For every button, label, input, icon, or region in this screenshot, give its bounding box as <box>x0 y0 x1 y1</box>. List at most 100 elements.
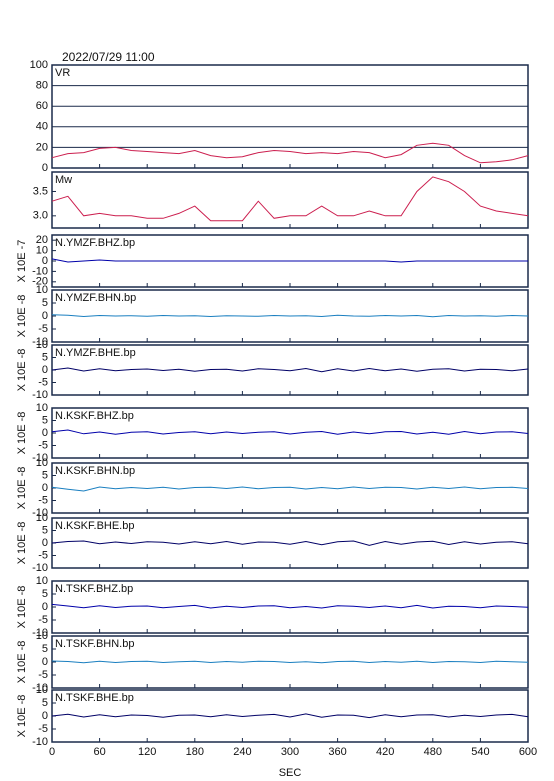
y-axis-label: X 10E -7 <box>16 240 28 283</box>
chart-title: 2022/07/29 11:00 <box>62 50 155 64</box>
y-tick-label: 5 <box>42 297 48 309</box>
series-line <box>51 660 529 664</box>
y-tick-label: 5 <box>42 469 48 481</box>
y-tick-label: -20 <box>32 276 48 288</box>
y-tick-label: 5 <box>42 588 48 600</box>
y-tick-label: 0 <box>42 601 48 613</box>
y-axis-label: X 10E -8 <box>16 412 28 455</box>
x-tick-label: 180 <box>186 746 204 758</box>
x-tick-label: 360 <box>328 746 346 758</box>
y-tick-label: 10 <box>36 575 48 587</box>
y-tick-label: -5 <box>38 549 48 561</box>
y-axis-label: X 10E -8 <box>16 522 28 565</box>
y-tick-label: 10 <box>36 630 48 642</box>
series-line <box>51 429 529 435</box>
panel-label: N.YMZF.BHN.bp <box>55 292 136 304</box>
y-tick-label: 0 <box>42 710 48 722</box>
y-tick-label: -5 <box>38 439 48 451</box>
y-tick-label: -10 <box>32 562 48 574</box>
y-tick-label: -5 <box>38 723 48 735</box>
y-tick-label: 3.5 <box>33 185 48 197</box>
y-tick-label: 10 <box>36 684 48 696</box>
y-axis-label: X 10E -8 <box>16 641 28 684</box>
y-tick-label: -10 <box>32 507 48 519</box>
y-axis-label: X 10E -8 <box>16 349 28 392</box>
series-line <box>51 258 528 263</box>
panel-label: N.KSKF.BHE.bp <box>55 520 134 532</box>
panel-label: N.KSKF.BHZ.bp <box>55 410 134 422</box>
series-line <box>51 603 529 609</box>
x-tick-label: 240 <box>233 746 251 758</box>
y-tick-label: -5 <box>38 323 48 335</box>
y-axis-label: X 10E -8 <box>16 295 28 338</box>
y-tick-label: -10 <box>32 452 48 464</box>
y-tick-label: 5 <box>42 524 48 536</box>
y-axis-label: X 10E -8 <box>16 467 28 510</box>
x-axis-label: SEC <box>279 767 302 779</box>
y-tick-label: 5 <box>42 414 48 426</box>
y-tick-label: 5 <box>42 643 48 655</box>
y-tick-label: 10 <box>36 402 48 414</box>
panel-frame <box>51 64 529 169</box>
x-tick-label: 420 <box>376 746 394 758</box>
y-tick-label: 10 <box>36 284 48 296</box>
y-tick-label: 0 <box>42 482 48 494</box>
y-tick-label: 0 <box>42 162 48 174</box>
x-tick-label: 540 <box>471 746 489 758</box>
y-axis-label: X 10E -8 <box>16 586 28 629</box>
y-tick-label: 0 <box>42 537 48 549</box>
y-tick-label: 5 <box>42 351 48 363</box>
y-tick-label: -10 <box>32 336 48 348</box>
y-tick-label: -10 <box>32 627 48 639</box>
y-tick-label: 0 <box>42 310 48 322</box>
panel-label: N.YMZF.BHZ.bp <box>55 237 135 249</box>
y-tick-label: 0 <box>42 255 48 267</box>
y-tick-label: -5 <box>38 376 48 388</box>
x-tick-label: 300 <box>281 746 299 758</box>
series-line <box>51 176 529 222</box>
y-tick-label: 3.0 <box>33 210 48 222</box>
panel-label: Mw <box>55 174 72 186</box>
y-tick-label: 60 <box>36 100 48 112</box>
y-tick-label: 20 <box>36 234 48 246</box>
y-tick-label: -10 <box>32 682 48 694</box>
y-tick-label: -5 <box>38 494 48 506</box>
y-tick-label: -10 <box>32 265 48 277</box>
y-tick-label: 5 <box>42 697 48 709</box>
y-tick-label: 10 <box>36 457 48 469</box>
series-line <box>51 142 529 164</box>
series-line <box>51 486 529 492</box>
x-tick-label: 120 <box>138 746 156 758</box>
x-tick-label: 60 <box>93 746 105 758</box>
series-line <box>51 713 529 719</box>
panel-label: VR <box>55 67 70 79</box>
y-tick-label: 40 <box>36 121 48 133</box>
y-tick-label: -5 <box>38 669 48 681</box>
y-tick-label: 10 <box>36 512 48 524</box>
y-tick-label: 0 <box>42 656 48 668</box>
panel-label: N.TSKF.BHE.bp <box>55 692 134 704</box>
y-tick-label: -10 <box>32 736 48 748</box>
x-tick-label: 0 <box>49 746 55 758</box>
series-line <box>51 540 529 546</box>
panel-label: N.TSKF.BHZ.bp <box>55 583 133 595</box>
y-tick-label: 20 <box>36 141 48 153</box>
x-tick-label: 600 <box>519 746 537 758</box>
y-tick-label: 0 <box>42 427 48 439</box>
y-tick-label: 80 <box>36 80 48 92</box>
series-line <box>51 314 529 318</box>
y-tick-label: 100 <box>30 59 48 71</box>
y-tick-label: -10 <box>32 389 48 401</box>
panel-frame <box>51 171 529 229</box>
y-tick-label: -5 <box>38 614 48 626</box>
panel-label: N.TSKF.BHN.bp <box>55 638 134 650</box>
y-axis-label: X 10E -8 <box>16 695 28 738</box>
x-tick-label: 480 <box>424 746 442 758</box>
panel-label: N.YMZF.BHE.bp <box>55 347 136 359</box>
series-line <box>51 367 529 373</box>
panel-label: N.KSKF.BHN.bp <box>55 465 135 477</box>
y-tick-label: 0 <box>42 364 48 376</box>
y-tick-label: 10 <box>36 339 48 351</box>
y-tick-label: 10 <box>36 245 48 257</box>
